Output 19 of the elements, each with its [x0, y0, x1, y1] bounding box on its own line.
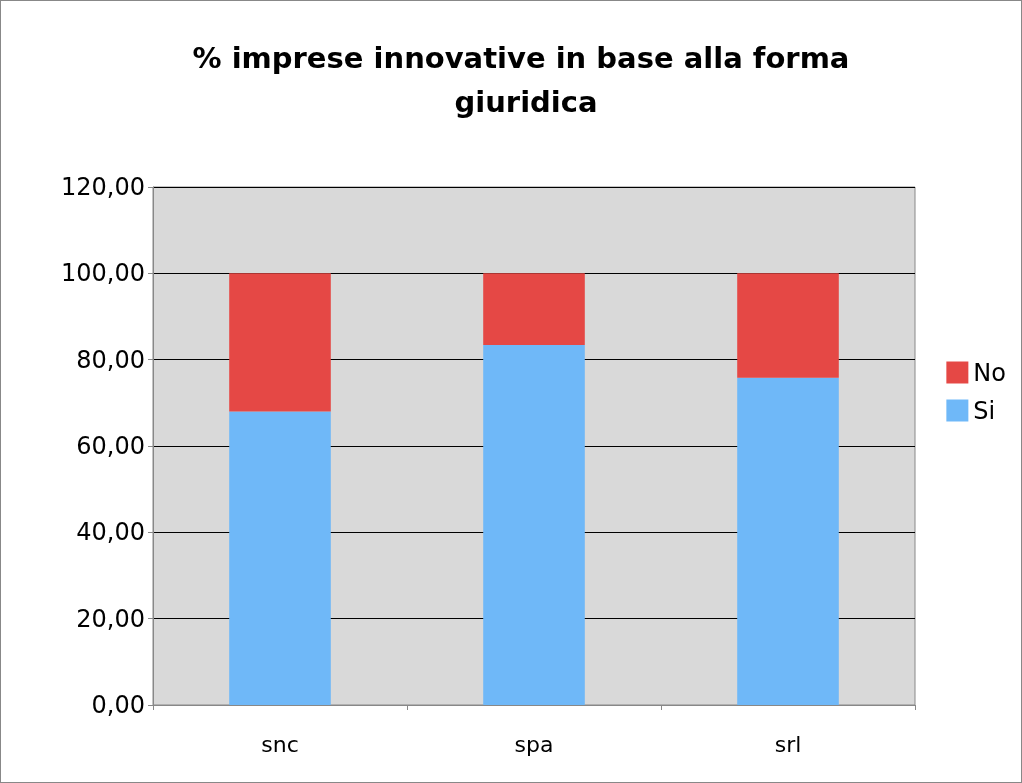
y-tick-label: 20,00: [76, 604, 145, 633]
bar: [229, 411, 331, 705]
x-tick-label: spa: [514, 731, 554, 757]
bar: [737, 377, 839, 705]
legend-label: Si: [973, 396, 996, 425]
bar: [483, 273, 585, 345]
x-tick-label: snc: [261, 731, 299, 757]
bar: [737, 273, 839, 378]
y-tick-label: 60,00: [76, 432, 145, 460]
bar: [229, 273, 331, 412]
y-tick-label: 40,00: [76, 518, 145, 547]
legend-label: No: [973, 358, 1006, 387]
y-tick-label: 0,00: [91, 691, 145, 719]
y-tick-label: 80,00: [76, 345, 145, 374]
chart-title: % imprese innovative in base alla forma giuridica: [192, 41, 860, 119]
y-tick-label: 120,00: [61, 173, 145, 201]
bar: [483, 344, 585, 705]
x-tick-label: srl: [774, 731, 802, 757]
y-tick-label: 100,00: [61, 259, 145, 288]
